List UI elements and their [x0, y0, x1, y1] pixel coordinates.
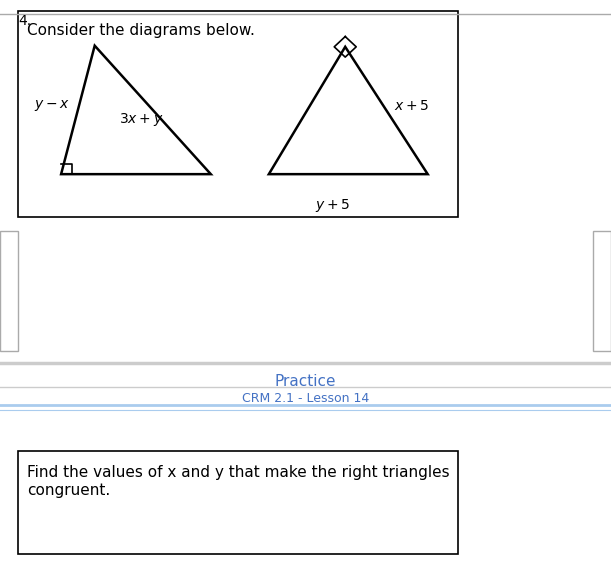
Text: CRM 2.1 - Lesson 14: CRM 2.1 - Lesson 14	[242, 392, 369, 405]
FancyBboxPatch shape	[0, 231, 18, 351]
FancyBboxPatch shape	[593, 231, 611, 351]
Text: Find the values of x and y that make the right triangles
congruent.: Find the values of x and y that make the…	[27, 465, 450, 498]
FancyBboxPatch shape	[18, 11, 458, 217]
Text: $y - x$: $y - x$	[34, 98, 70, 113]
Text: Consider the diagrams below.: Consider the diagrams below.	[27, 23, 255, 38]
FancyBboxPatch shape	[18, 451, 458, 554]
Text: $3x + y$: $3x + y$	[119, 111, 164, 128]
Text: 4.: 4.	[18, 14, 31, 29]
Text: $x + 5$: $x + 5$	[394, 99, 430, 112]
Text: $y + 5$: $y + 5$	[315, 197, 351, 214]
Text: Practice: Practice	[275, 374, 336, 389]
